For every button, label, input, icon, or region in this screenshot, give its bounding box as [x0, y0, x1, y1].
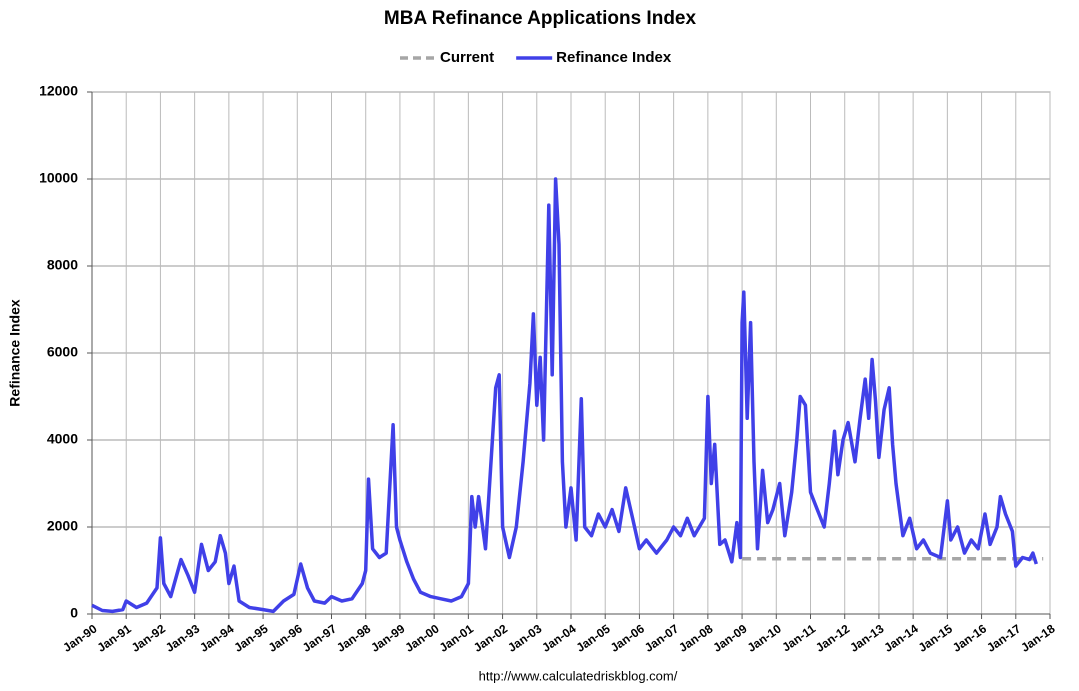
x-tick-label: Jan-13: [847, 621, 886, 654]
legend-label: Current: [440, 49, 494, 66]
y-tick-label: 8000: [47, 257, 78, 273]
x-tick-label: Jan-07: [642, 621, 681, 654]
x-tick-label: Jan-06: [608, 621, 647, 654]
legend-label: Refinance Index: [556, 49, 672, 66]
source-note: http://www.calculatedriskblog.com/: [479, 668, 678, 683]
x-tick-label: Jan-08: [676, 621, 715, 654]
x-tick-label: Jan-03: [505, 621, 544, 654]
x-tick-label: Jan-99: [368, 621, 407, 654]
y-axis-label: Refinance Index: [7, 299, 23, 407]
line-series: [91, 177, 1038, 614]
y-tick-label: 6000: [47, 344, 78, 360]
x-tick-label: Jan-90: [60, 621, 99, 654]
x-tick-label: Jan-92: [129, 621, 168, 654]
x-tick-label: Jan-93: [163, 621, 202, 654]
x-tick-label: Jan-14: [881, 621, 920, 654]
x-tick-label: Jan-15: [916, 621, 955, 654]
x-tick-label: Jan-94: [197, 621, 236, 654]
x-tick-label: Jan-95: [231, 621, 270, 654]
x-tick-label: Jan-09: [710, 621, 749, 654]
y-tick-label: 0: [70, 605, 78, 621]
x-tick-label: Jan-17: [984, 621, 1023, 654]
x-tick-label: Jan-10: [745, 621, 784, 654]
x-tick-label: Jan-91: [95, 621, 134, 654]
x-tick-label: Jan-97: [300, 621, 339, 654]
x-tick-label: Jan-11: [779, 621, 818, 654]
x-tick-label: Jan-02: [471, 621, 510, 654]
x-tick-label: Jan-96: [266, 621, 305, 654]
x-tick-label: Jan-18: [1018, 621, 1057, 654]
y-tick-label: 12000: [39, 83, 78, 99]
y-tick-label: 4000: [47, 431, 78, 447]
y-tick-label: 10000: [39, 170, 78, 186]
x-tick-label: Jan-05: [574, 621, 613, 654]
chart-title: MBA Refinance Applications Index: [384, 8, 697, 29]
x-tick-label: Jan-16: [950, 621, 989, 654]
x-tick-label: Jan-00: [402, 621, 441, 654]
x-tick-label: Jan-98: [334, 621, 373, 654]
x-tick-label: Jan-12: [813, 621, 852, 654]
x-tick-label: Jan-01: [437, 621, 476, 654]
x-tick-label: Jan-04: [539, 621, 578, 654]
y-tick-label: 2000: [47, 518, 78, 534]
